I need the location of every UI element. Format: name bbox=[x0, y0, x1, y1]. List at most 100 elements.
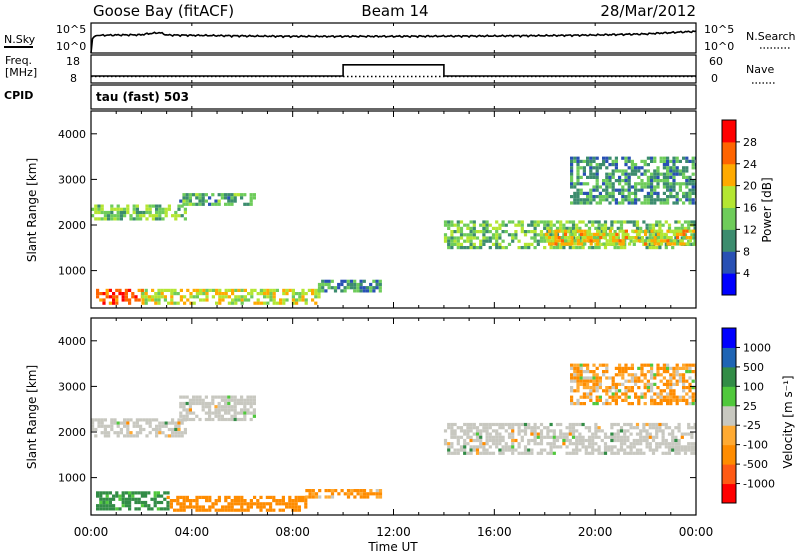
scatter-cell bbox=[624, 198, 628, 202]
scatter-cell bbox=[263, 301, 267, 305]
scatter-cell bbox=[594, 246, 598, 250]
scatter-cell bbox=[589, 386, 593, 390]
scatter-cell bbox=[249, 202, 253, 206]
scatter-cell bbox=[495, 445, 499, 449]
scatter-cell bbox=[466, 239, 470, 243]
scatter-cell bbox=[227, 295, 231, 299]
scatter-cell bbox=[102, 301, 106, 305]
scatter-cell bbox=[221, 505, 225, 509]
scatter-cell bbox=[167, 421, 171, 425]
scatter-cell bbox=[648, 230, 652, 234]
scatter-cell bbox=[582, 166, 586, 170]
scatter-cell bbox=[616, 432, 620, 436]
scatter-cell bbox=[573, 156, 577, 160]
scatter-cell bbox=[629, 451, 633, 455]
scatter-cell bbox=[523, 422, 528, 427]
scatter-cell bbox=[485, 220, 489, 224]
scatter-cell bbox=[155, 210, 159, 215]
scatter-cell bbox=[123, 424, 127, 428]
scatter-cell bbox=[163, 298, 167, 302]
scatter-cell bbox=[691, 188, 695, 192]
scatter-cell bbox=[220, 395, 224, 399]
scatter-cell bbox=[536, 442, 540, 446]
scatter-cell bbox=[656, 363, 660, 367]
scatter-cell bbox=[150, 497, 154, 501]
scatter-cell bbox=[199, 292, 203, 296]
scatter-cell bbox=[573, 182, 577, 186]
scatter-cell bbox=[591, 451, 595, 455]
scatter-cell bbox=[555, 246, 560, 250]
scatter-cell bbox=[195, 288, 199, 292]
scatter-cell bbox=[259, 508, 263, 512]
scatter-cell bbox=[491, 226, 496, 230]
scatter-cell bbox=[630, 201, 634, 205]
scatter-cell bbox=[233, 199, 237, 203]
scatter-cell bbox=[682, 363, 686, 367]
scatter-cell bbox=[495, 435, 499, 439]
scatter-cell bbox=[233, 417, 237, 422]
scatter-cell bbox=[595, 185, 599, 189]
scatter-cell bbox=[447, 220, 451, 224]
scatter-cell bbox=[666, 370, 670, 374]
scatter-cell bbox=[482, 230, 486, 234]
scatter-cell bbox=[671, 438, 675, 443]
scatter-cell bbox=[669, 236, 673, 240]
scatter-cell bbox=[596, 242, 600, 246]
scatter-cell bbox=[485, 429, 489, 433]
scatter-cell bbox=[482, 422, 486, 427]
scatter-cell bbox=[570, 185, 574, 189]
scatter-cell bbox=[340, 279, 344, 283]
scatter-cell bbox=[635, 432, 640, 436]
scatter-cell bbox=[642, 451, 646, 455]
scatter-cell bbox=[256, 301, 260, 305]
scatter-cell bbox=[230, 499, 234, 503]
scatter-cell bbox=[650, 389, 654, 393]
scatter-cell bbox=[616, 435, 620, 439]
scatter-cell bbox=[575, 429, 579, 433]
scatter-cell bbox=[479, 422, 483, 427]
scatter-cell bbox=[666, 198, 670, 202]
freq-panel: Freq. [MHz] 18 8 60 0 Nave bbox=[5, 54, 775, 85]
scatter-cell bbox=[573, 159, 577, 163]
scatter-cell bbox=[488, 451, 492, 455]
scatter-cell bbox=[643, 363, 647, 367]
scatter-cell bbox=[343, 492, 347, 496]
scatter-cell bbox=[118, 292, 122, 296]
scatter-cell bbox=[100, 431, 104, 435]
scatter-cell bbox=[378, 286, 382, 290]
scatter-cell bbox=[198, 196, 202, 200]
scatter-cell bbox=[618, 175, 622, 179]
scatter-cell bbox=[144, 301, 148, 305]
scatter-cell bbox=[543, 226, 547, 230]
scatter-cell bbox=[683, 226, 688, 230]
scatter-cell bbox=[610, 438, 614, 443]
scatter-cell bbox=[533, 422, 537, 427]
scatter-cell bbox=[650, 201, 654, 205]
scatter-cell bbox=[539, 435, 544, 439]
scatter-cell bbox=[453, 422, 457, 427]
colorbar-tick-label: 24 bbox=[743, 158, 757, 171]
scatter-cell bbox=[552, 445, 556, 449]
scatter-cell bbox=[677, 426, 681, 430]
scatter-cell bbox=[192, 411, 196, 415]
scatter-cell bbox=[688, 191, 692, 195]
scatter-cell bbox=[346, 279, 350, 283]
power-frame bbox=[90, 110, 697, 309]
scatter-cell bbox=[608, 402, 612, 406]
scatter-cell bbox=[211, 505, 215, 509]
scatter-cell bbox=[576, 398, 580, 402]
scatter-cell bbox=[675, 363, 679, 367]
scatter-cell bbox=[576, 242, 580, 246]
scatter-cell bbox=[153, 491, 157, 495]
scatter-cell bbox=[690, 451, 694, 455]
scatter-cell bbox=[527, 438, 531, 443]
scatter-cell bbox=[595, 379, 599, 383]
scatter-cell bbox=[233, 193, 237, 197]
scatter-cell bbox=[160, 288, 164, 292]
scatter-cell bbox=[183, 210, 187, 215]
scatter-cell bbox=[618, 188, 622, 192]
scatter-cell bbox=[479, 438, 483, 443]
scatter-cell bbox=[546, 432, 550, 436]
scatter-cell bbox=[643, 392, 647, 396]
scatter-cell bbox=[608, 163, 612, 167]
